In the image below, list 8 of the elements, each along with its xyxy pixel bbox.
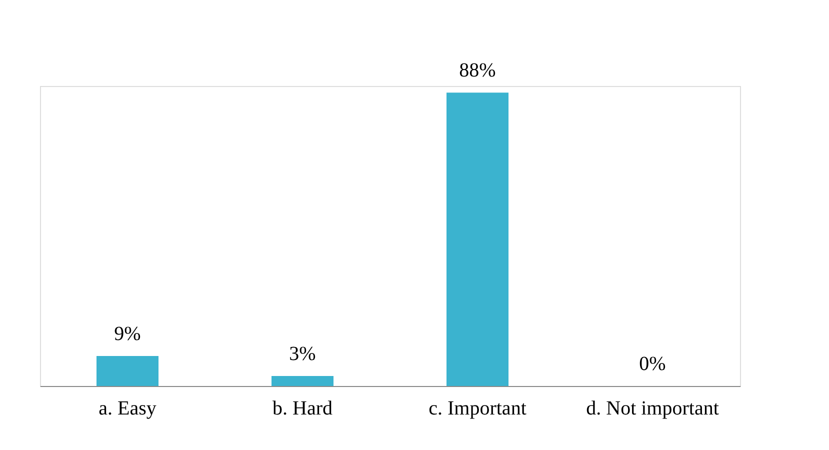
data-label: 88% — [459, 60, 496, 82]
data-label: 0% — [639, 353, 666, 375]
x-tick-label: d. Not important — [586, 398, 720, 420]
x-tick-label: b. Hard — [272, 398, 332, 420]
data-label: 9% — [114, 323, 141, 345]
x-tick-label: c. Important — [428, 398, 527, 420]
x-tick-label: a. Easy — [98, 398, 156, 420]
data-label: 3% — [289, 343, 316, 365]
